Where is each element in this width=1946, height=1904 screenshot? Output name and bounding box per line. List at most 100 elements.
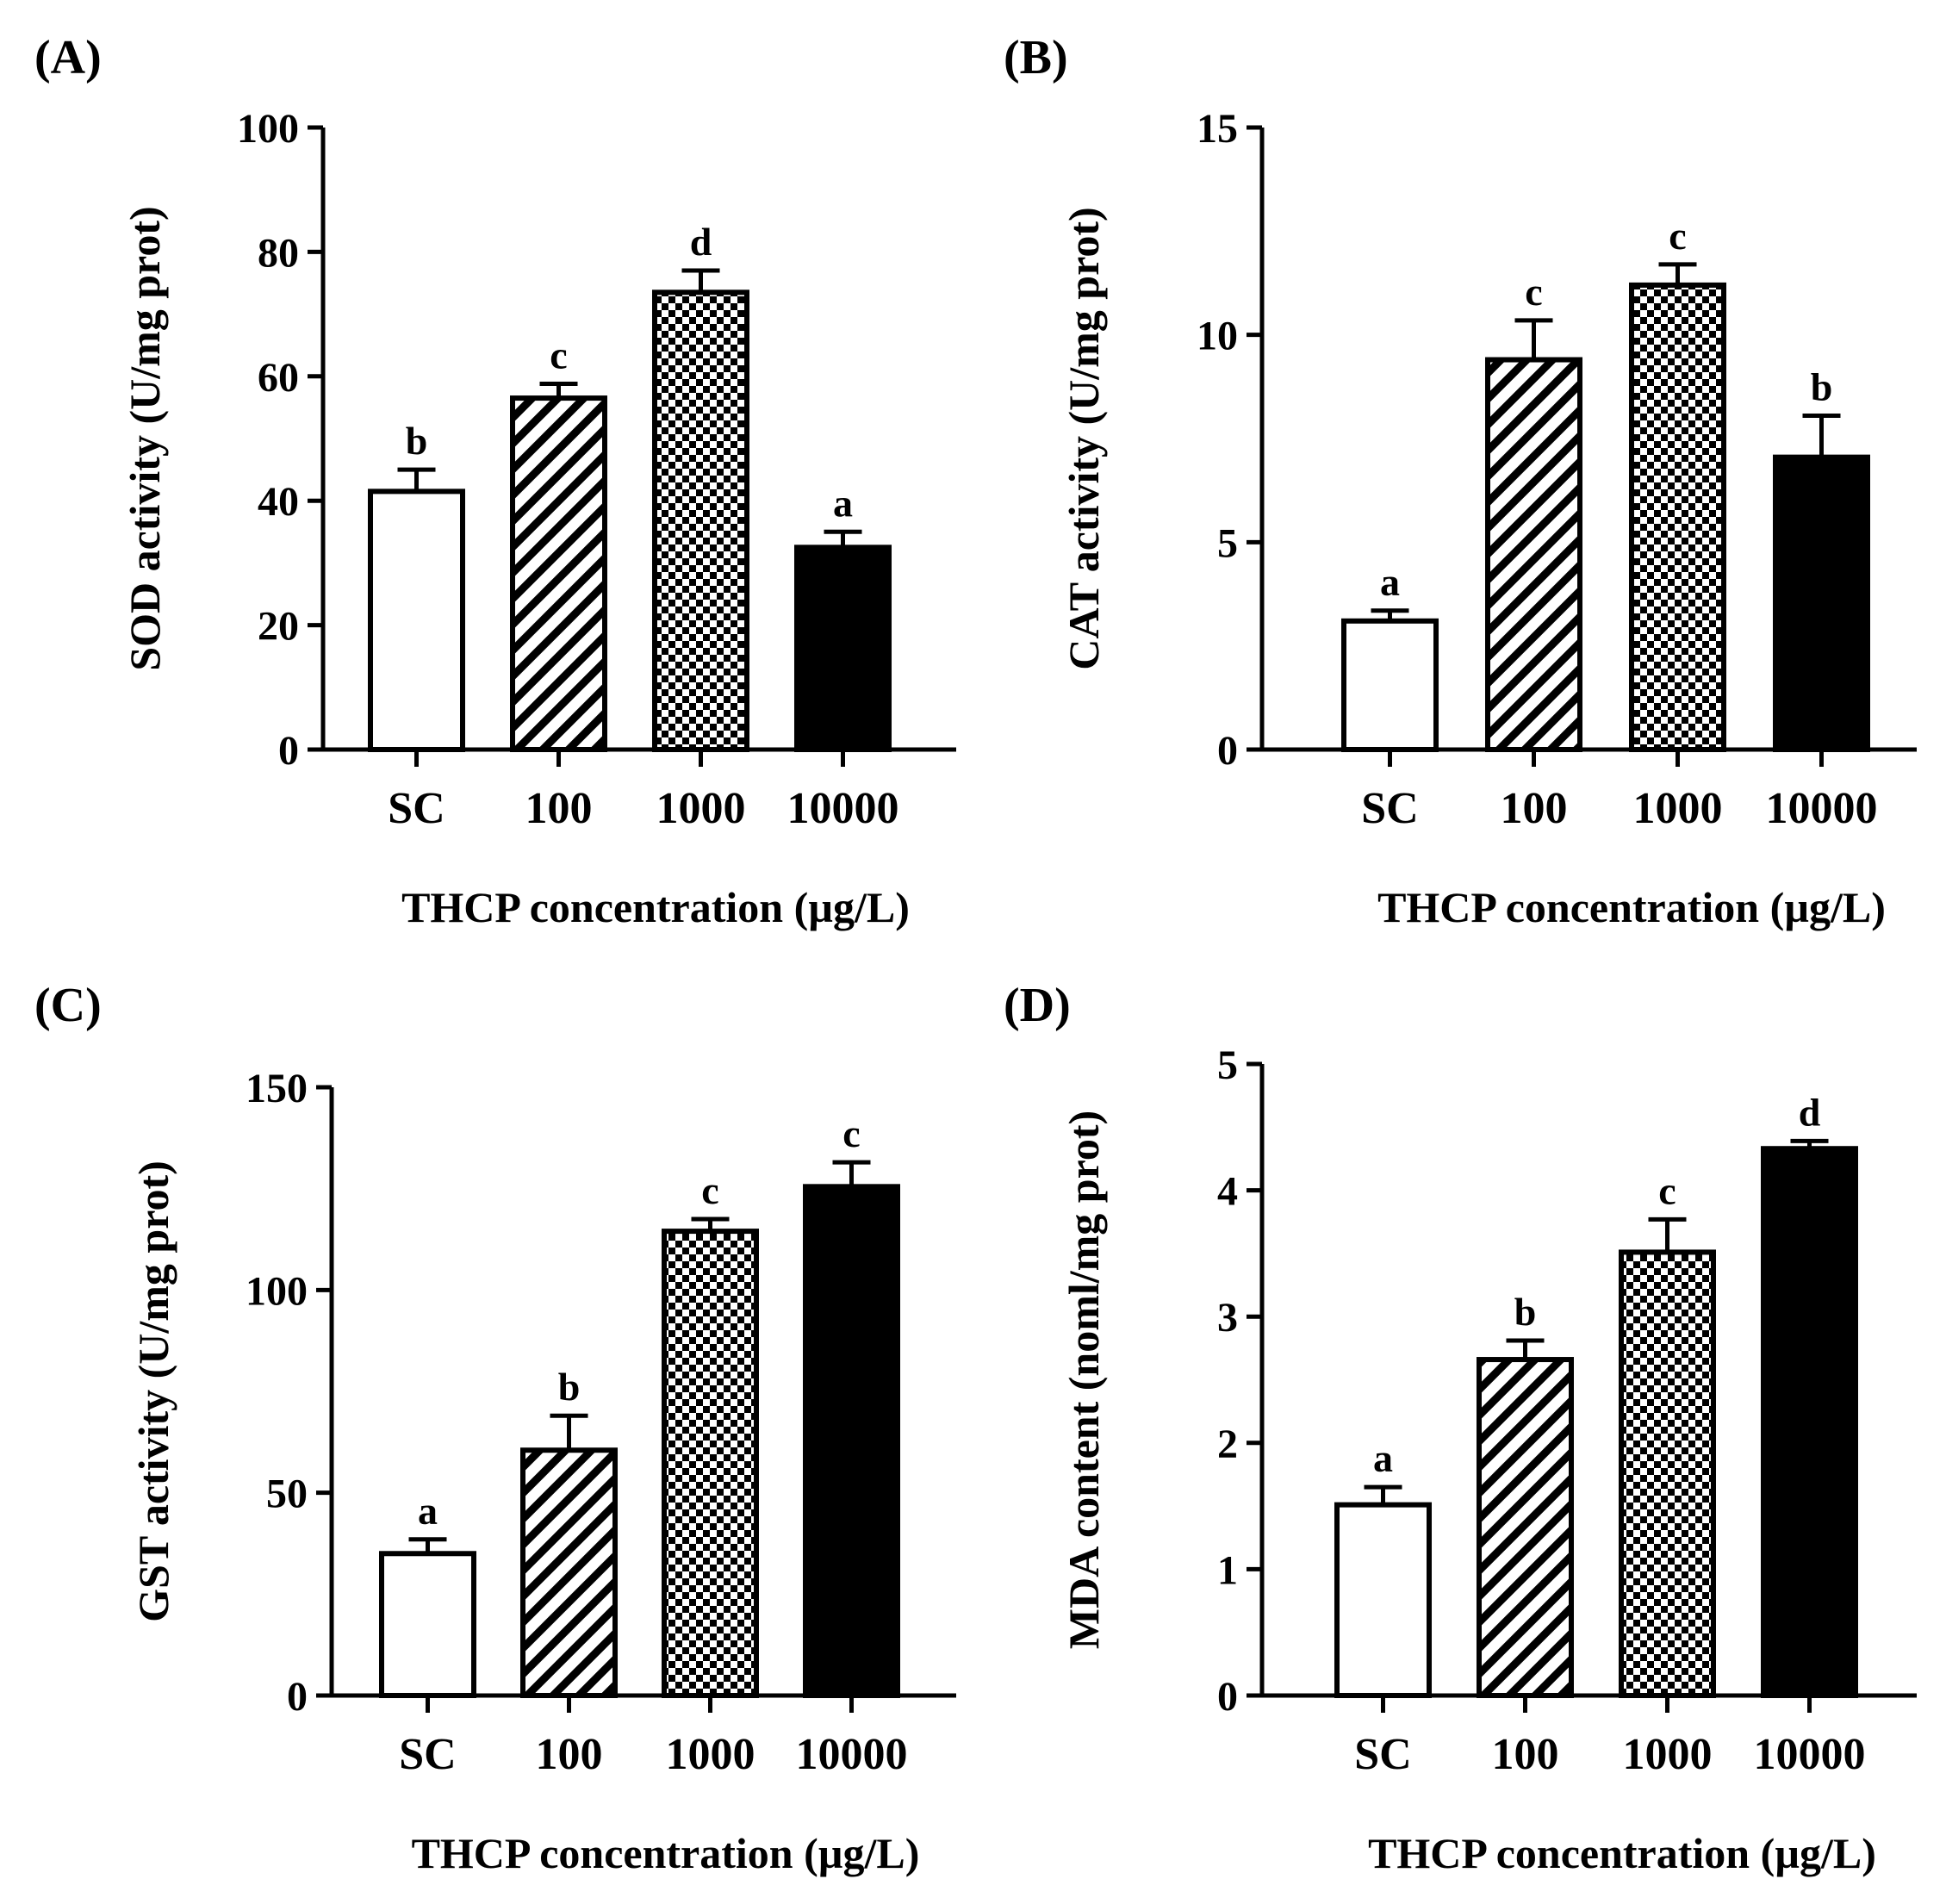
chart-panel-1: (A) 0 20 40 60 80 100 b SC c 100 d 1000 a 10000 THCP co… <box>34 31 956 931</box>
error-bar <box>550 1413 588 1451</box>
bar-100 <box>1477 1357 1574 1698</box>
bar-1000 <box>1629 282 1726 752</box>
error-bar <box>1371 608 1409 621</box>
significance-label: c <box>1525 270 1542 314</box>
bar-1000 <box>1619 1249 1716 1698</box>
significance-label: c <box>1669 214 1686 258</box>
x-tick-label: 100 <box>1492 1730 1559 1779</box>
error-bar <box>1514 318 1553 360</box>
bar-1000 <box>662 1229 759 1698</box>
y-axis-title: MDA content (noml/mg prot) <box>1060 1111 1108 1649</box>
y-tick-label: 0 <box>1217 728 1238 774</box>
bar-SC <box>1341 618 1439 753</box>
x-tick-label: 100 <box>1501 784 1568 833</box>
y-tick-label: 5 <box>1217 520 1238 566</box>
x-tick-label: 1000 <box>1633 784 1723 833</box>
y-tick-label: 5 <box>1217 1042 1238 1088</box>
significance-label: b <box>1514 1290 1537 1334</box>
x-tick-label: 100 <box>525 784 593 833</box>
y-axis-title: CAT activity (U/mg prot) <box>1060 207 1108 669</box>
bar-10000 <box>794 544 892 752</box>
bar-10000 <box>1773 454 1870 752</box>
x-axis-title: THCP concentration (µg/L) <box>1368 1829 1876 1877</box>
x-tick-label: 10000 <box>1754 1730 1866 1779</box>
x-axis-title: THCP concentration (µg/L) <box>412 1829 920 1877</box>
significance-label: d <box>690 220 712 264</box>
significance-label: c <box>550 333 567 376</box>
significance-label: c <box>1658 1168 1676 1212</box>
significance-label: a <box>1380 560 1400 604</box>
bar-100 <box>1485 357 1582 752</box>
panel-label: (D) <box>1004 979 1071 1032</box>
y-tick-label: 3 <box>1217 1295 1238 1341</box>
significance-label: b <box>1811 365 1833 409</box>
y-tick-label: 0 <box>287 1674 308 1720</box>
error-bar <box>1648 1216 1687 1253</box>
y-axis-title: GST activity (U/mg prot) <box>129 1160 177 1622</box>
significance-label: c <box>701 1168 718 1212</box>
bar-SC <box>368 488 465 752</box>
y-tick-label: 80 <box>258 230 299 276</box>
chart-panel-3: (C) 0 50 100 150 a SC b 100 c 1000 c 10000 THCP conce… <box>34 979 956 1877</box>
error-bar <box>1802 414 1841 457</box>
significance-label: a <box>833 481 853 525</box>
x-tick-label: SC <box>388 784 445 833</box>
x-tick-label: SC <box>1354 1730 1411 1779</box>
panel-label: (C) <box>34 979 102 1032</box>
x-tick-label: 10000 <box>1766 784 1878 833</box>
error-bar <box>832 1160 871 1187</box>
y-tick-label: 150 <box>246 1066 308 1111</box>
bar-SC <box>379 1551 476 1699</box>
significance-label: d <box>1799 1090 1821 1134</box>
y-tick-label: 20 <box>258 604 299 650</box>
y-tick-label: 40 <box>258 479 299 525</box>
y-tick-label: 100 <box>246 1268 308 1314</box>
error-bar <box>1506 1338 1545 1360</box>
error-bar <box>1364 1484 1402 1505</box>
x-tick-label: 1000 <box>656 784 746 833</box>
error-bar <box>1790 1138 1829 1149</box>
significance-label: a <box>1373 1436 1393 1480</box>
error-bar <box>691 1216 730 1232</box>
y-tick-label: 0 <box>1217 1674 1238 1720</box>
significance-label: a <box>418 1489 438 1533</box>
x-tick-label: SC <box>1361 784 1418 833</box>
y-tick-label: 1 <box>1217 1547 1238 1593</box>
x-axis-title: THCP concentration (µg/L) <box>401 883 910 931</box>
significance-label: b <box>406 419 428 463</box>
y-tick-label: 15 <box>1197 106 1238 152</box>
chart-panel-2: (B) 0 5 10 15 a SC c 100 c 1000 b 10000 THCP concentr… <box>1004 31 1917 931</box>
x-axis-title: THCP concentration (µg/L) <box>1377 883 1886 931</box>
error-bar <box>681 268 720 293</box>
x-tick-label: 1000 <box>666 1730 755 1779</box>
x-tick-label: 100 <box>536 1730 603 1779</box>
error-bar <box>397 467 436 492</box>
x-tick-label: 10000 <box>787 784 899 833</box>
y-tick-label: 100 <box>237 106 299 152</box>
bar-10000 <box>1761 1146 1858 1699</box>
error-bar <box>408 1537 447 1554</box>
bar-1000 <box>652 289 749 752</box>
error-bar <box>1658 262 1697 285</box>
y-tick-label: 60 <box>258 355 299 401</box>
x-tick-label: 1000 <box>1623 1730 1713 1779</box>
x-tick-label: SC <box>399 1730 456 1779</box>
chart-panel-4: (D) 0 1 2 3 4 5 a SC b 100 c 1000 d 10000 THCP concentr… <box>1004 979 1917 1877</box>
significance-label: b <box>558 1365 581 1409</box>
error-bar <box>539 381 578 399</box>
y-tick-label: 2 <box>1217 1422 1238 1467</box>
significance-label: c <box>842 1111 860 1155</box>
y-tick-label: 4 <box>1217 1169 1238 1215</box>
panel-label: (A) <box>34 31 102 84</box>
bar-100 <box>510 395 607 752</box>
error-bar <box>824 529 862 548</box>
y-tick-label: 10 <box>1197 314 1238 359</box>
x-tick-label: 10000 <box>796 1730 908 1779</box>
bar-10000 <box>803 1184 900 1698</box>
bar-SC <box>1334 1502 1432 1699</box>
y-tick-label: 50 <box>266 1472 308 1517</box>
y-tick-label: 0 <box>278 728 299 774</box>
panel-label: (B) <box>1004 31 1068 84</box>
y-axis-title: SOD activity (U/mg prot) <box>121 206 169 670</box>
